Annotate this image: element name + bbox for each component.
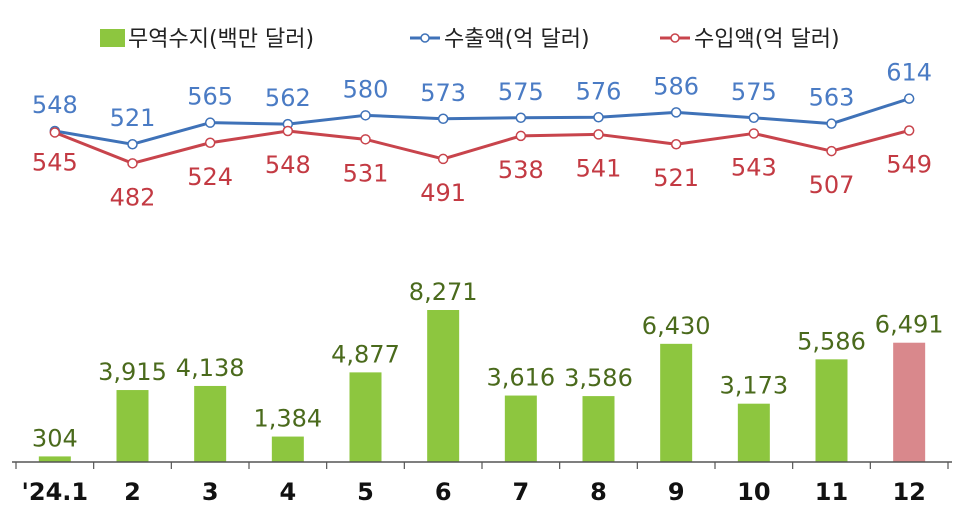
legend-item-exports: 수출액(억 달러) — [410, 27, 590, 52]
x-tick-label-12: 12 — [892, 478, 925, 506]
legend-marker-imports — [670, 33, 680, 43]
legend-item-trade-balance: 무역수지(백만 달러) — [100, 27, 314, 52]
bar-label-9: 6,430 — [642, 312, 711, 340]
series-line-exports — [54, 97, 910, 146]
series-label-exports-7: 575 — [498, 78, 544, 106]
series-label-exports-11: 563 — [809, 84, 855, 112]
series-point-exports-5 — [360, 110, 371, 121]
bar-label-10: 3,173 — [719, 372, 788, 400]
bar-2 — [116, 390, 149, 462]
series-label-imports-11: 507 — [809, 171, 855, 199]
series-label-exports-10: 575 — [731, 78, 777, 106]
series-label-imports-4: 548 — [265, 151, 311, 179]
series-point-exports-12 — [903, 93, 915, 104]
bar-label-5: 4,877 — [331, 340, 400, 368]
bars-layer: 304 3,915 4,138 1,384 4,877 8,271 3,616 3,586 6,… — [32, 278, 944, 462]
bar-6 — [427, 310, 460, 462]
legend-label-exports: 수출액(억 달러) — [444, 27, 590, 52]
series-label-imports-5: 531 — [343, 159, 389, 187]
x-tick-label-5: 5 — [357, 478, 374, 506]
bar-label-1: 304 — [32, 424, 78, 452]
series-label-imports-1: 545 — [32, 148, 78, 176]
series-label-imports-9: 521 — [653, 164, 699, 192]
bar-label-8: 3,586 — [564, 364, 633, 392]
series-point-imports-8 — [593, 129, 604, 140]
series-label-exports-9: 586 — [653, 72, 699, 100]
series-point-imports-5 — [360, 134, 371, 145]
series-point-imports-12 — [903, 125, 915, 136]
x-tick-label-2: 2 — [124, 478, 141, 506]
series-point-imports-11 — [826, 145, 837, 157]
bar-4 — [271, 436, 304, 462]
bar-8 — [582, 396, 615, 462]
series-point-imports-9 — [670, 138, 682, 150]
series-label-exports-5: 580 — [343, 75, 389, 103]
series-point-exports-2 — [127, 138, 138, 150]
x-tick-label-6: 6 — [435, 478, 452, 506]
series-label-imports-10: 543 — [731, 153, 777, 181]
series-label-exports-12: 614 — [886, 59, 932, 87]
bar-9 — [660, 343, 693, 462]
x-tick-label-7: 7 — [512, 478, 529, 506]
legend-swatch-trade-balance — [100, 29, 125, 47]
legend-item-imports: 수입액(억 달러) — [660, 27, 840, 52]
series-point-exports-11 — [826, 118, 837, 129]
bar-11 — [815, 359, 848, 462]
series-label-imports-2: 482 — [110, 183, 156, 211]
series-label-exports-4: 562 — [265, 84, 311, 112]
series-label-exports-3: 565 — [187, 83, 233, 111]
bar-1 — [38, 456, 71, 462]
series-point-exports-10 — [748, 112, 760, 124]
series-label-imports-12: 549 — [886, 151, 932, 179]
x-tick-label-11: 11 — [815, 478, 848, 506]
legend-label-trade-balance: 무역수지(백만 달러) — [128, 27, 314, 52]
series-point-imports-4 — [282, 125, 294, 137]
bar-label-4: 1,384 — [253, 405, 322, 433]
x-tick-label-9: 9 — [668, 478, 685, 506]
bar-label-2: 3,915 — [98, 358, 167, 386]
lines-layer: 548 521 565 562 580 573 575 576 586 575 563 614 545 4… — [32, 59, 932, 212]
series-point-imports-2 — [127, 158, 138, 169]
x-tick-label-4: 4 — [279, 478, 296, 506]
series-point-exports-7 — [515, 112, 527, 124]
series-label-exports-8: 576 — [576, 77, 622, 105]
x-axis: '24.1 2 3 4 5 6 7 8 9 10 11 12 — [12, 461, 952, 506]
series-label-imports-6: 491 — [420, 179, 466, 207]
x-tick-label-1: '24.1 — [22, 478, 89, 506]
series-point-imports-6 — [437, 153, 449, 165]
series-label-exports-6: 573 — [420, 79, 466, 107]
bar-7 — [504, 395, 537, 462]
series-point-exports-6 — [437, 113, 449, 124]
series-label-exports-1: 548 — [32, 91, 78, 119]
x-tick-label-10: 10 — [737, 478, 770, 506]
bar-label-7: 3,616 — [486, 364, 555, 392]
series-point-imports-10 — [748, 128, 760, 139]
legend-marker-exports — [420, 33, 430, 43]
x-tick-label-3: 3 — [202, 478, 219, 506]
bar-label-6: 8,271 — [409, 278, 478, 306]
series-point-imports-7 — [515, 130, 527, 142]
series-label-imports-7: 538 — [498, 156, 544, 184]
legend: 무역수지(백만 달러) 수출액(억 달러) 수입액(억 달러) — [100, 27, 840, 52]
series-point-imports-3 — [204, 137, 216, 149]
bar-3 — [194, 385, 227, 462]
series-label-imports-8: 541 — [576, 154, 622, 182]
series-point-exports-3 — [204, 117, 216, 128]
series-point-exports-8 — [593, 112, 604, 123]
x-tick-label-8: 8 — [590, 478, 607, 506]
series-label-imports-3: 524 — [187, 163, 233, 191]
bar-12 — [893, 342, 926, 462]
bar-10 — [737, 403, 770, 462]
legend-label-imports: 수입액(억 달러) — [694, 27, 840, 52]
bar-label-11: 5,586 — [797, 327, 866, 355]
series-line-imports — [54, 129, 910, 165]
bar-label-12: 6,491 — [875, 311, 944, 339]
bar-label-3: 4,138 — [176, 354, 245, 382]
series-point-exports-9 — [670, 107, 682, 118]
bar-5 — [349, 372, 382, 462]
series-point-imports-1 — [49, 127, 61, 138]
series-label-exports-2: 521 — [110, 104, 156, 132]
